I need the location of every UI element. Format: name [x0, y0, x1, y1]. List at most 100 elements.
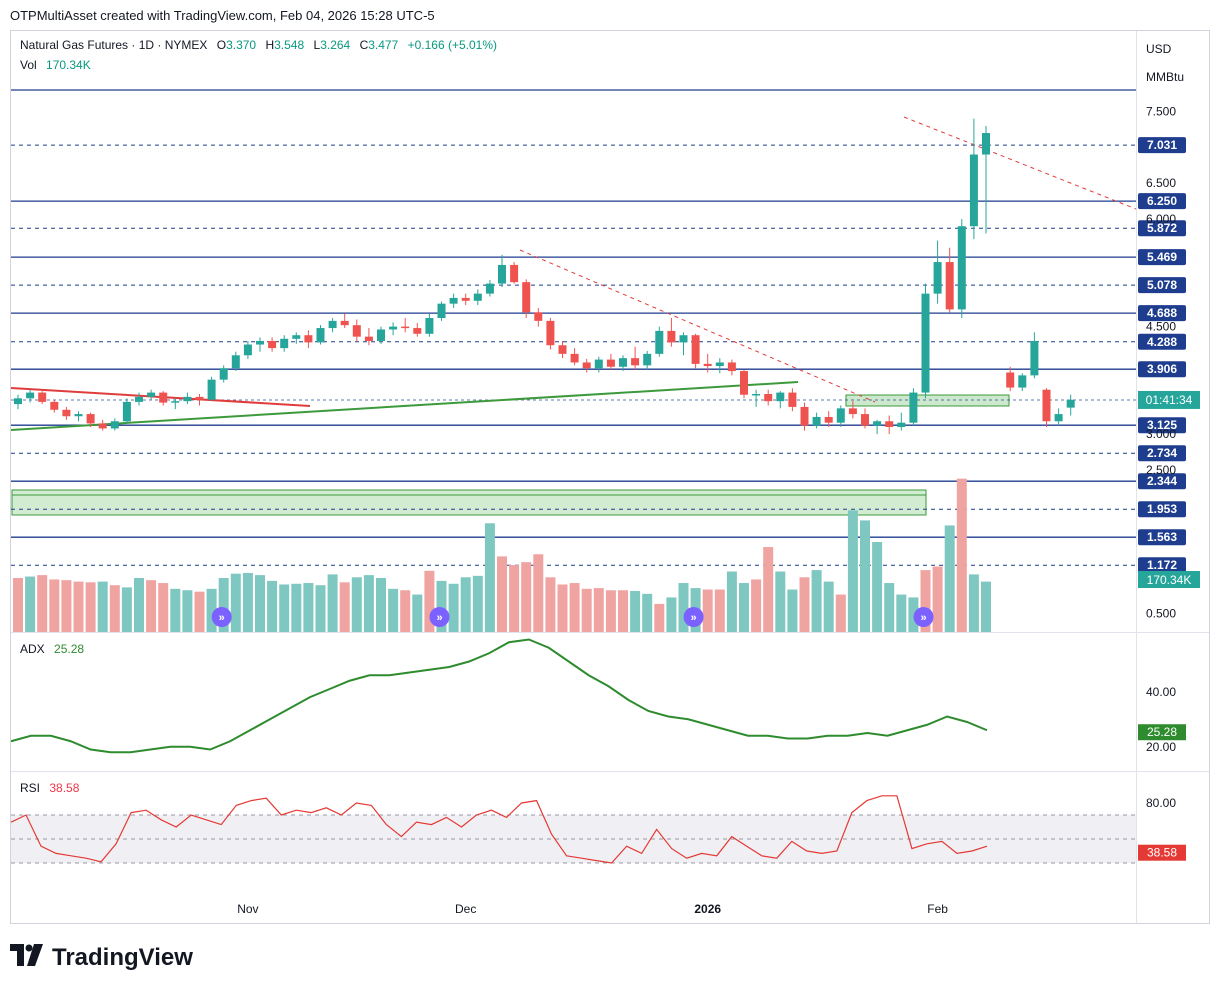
- price-tick: 4.500: [1146, 320, 1176, 334]
- volume-bar: [509, 565, 520, 632]
- candle-body: [256, 340, 264, 345]
- candle-body: [62, 409, 71, 417]
- volume-bar: [218, 578, 229, 632]
- volume-bar: [158, 583, 169, 632]
- volume-bar: [315, 585, 326, 632]
- candle-body: [982, 133, 990, 155]
- quantity-unit[interactable]: MMBtu: [1146, 70, 1185, 84]
- level-price-tag: [1138, 473, 1186, 490]
- volume-bar: [666, 597, 677, 632]
- volume-bar: [303, 583, 314, 632]
- volume-bar: [460, 577, 471, 632]
- candle-body: [727, 362, 736, 372]
- candle-body: [703, 363, 712, 367]
- candle-body: [812, 416, 821, 426]
- candle-body: [110, 421, 119, 429]
- volume-bar: [908, 597, 919, 632]
- chart-author-header: OTPMultiAsset created with TradingView.c…: [10, 8, 435, 23]
- candle-body: [413, 328, 422, 334]
- candle-body: [26, 392, 35, 399]
- symbol-legend[interactable]: Natural Gas Futures · 1D · NYMEX O3.370 …: [20, 38, 497, 52]
- volume-bar: [521, 562, 532, 632]
- price-tick: 2.500: [1146, 463, 1176, 477]
- candle-body: [340, 320, 349, 326]
- volume-bar: [25, 576, 36, 632]
- volume-bar: [85, 582, 96, 632]
- level-price-label: 1.953: [1147, 502, 1177, 516]
- adx-legend[interactable]: ADX 25.28: [20, 642, 84, 656]
- level-price-label: 3.906: [1147, 362, 1177, 376]
- event-marker-glyph: »: [691, 612, 697, 624]
- candle-body: [74, 414, 83, 417]
- chart-frame[interactable]: [10, 30, 1210, 924]
- ascending-trendline: [10, 381, 799, 431]
- candle-body: [752, 394, 761, 396]
- candle-body: [679, 335, 688, 343]
- candle-body: [764, 394, 773, 402]
- candle-body: [425, 318, 434, 334]
- candle-body: [135, 396, 143, 402]
- volume-bar: [702, 589, 713, 632]
- price-tick: 7.500: [1146, 105, 1176, 119]
- candle-body: [740, 371, 748, 395]
- candle-body: [207, 379, 216, 400]
- volume-tag-label: 170.34K: [1147, 573, 1192, 587]
- event-marker-icon: [913, 607, 934, 627]
- volume-bar: [581, 588, 592, 632]
- ohlc-open: O3.370: [216, 38, 257, 52]
- volume-bar: [146, 580, 157, 632]
- volume-bar: [424, 570, 435, 632]
- rsi-legend[interactable]: RSI 38.58: [20, 781, 79, 795]
- volume-bar: [605, 590, 616, 632]
- volume-bar: [400, 590, 411, 632]
- level-price-label: 7.031: [1147, 138, 1177, 152]
- candle-body: [219, 368, 228, 380]
- candle-body: [364, 336, 373, 341]
- level-price-label: 3.125: [1147, 418, 1177, 432]
- candle-body: [594, 359, 603, 369]
- candle-body: [1006, 372, 1015, 388]
- candle-body: [98, 423, 107, 429]
- price-tick: 3.000: [1146, 427, 1176, 441]
- countdown-tag: [1138, 390, 1200, 409]
- candle-body: [921, 293, 930, 393]
- rsi-tick: 80.00: [1146, 796, 1176, 810]
- volume-bar: [569, 583, 580, 632]
- time-axis-label: Nov: [237, 902, 258, 916]
- candle-body: [147, 392, 156, 397]
- candle-body: [231, 355, 240, 369]
- volume-bar: [327, 574, 338, 632]
- candle-body: [510, 264, 519, 283]
- volume-legend[interactable]: Vol 170.34K: [20, 58, 91, 72]
- tradingview-logo-icon: [10, 944, 46, 972]
- level-price-label: 5.872: [1147, 221, 1177, 235]
- candle-body: [933, 262, 942, 294]
- volume-bar: [739, 583, 749, 632]
- volume-bar: [13, 578, 23, 632]
- volume-bar: [182, 590, 193, 632]
- candle-body: [546, 320, 555, 346]
- volume-bar: [73, 581, 84, 632]
- currency-unit[interactable]: USD: [1146, 42, 1172, 56]
- candle-body: [1042, 389, 1051, 422]
- candle-body: [957, 226, 966, 310]
- candle-body: [328, 320, 337, 329]
- volume-bar: [872, 542, 883, 632]
- candle-body: [522, 282, 531, 313]
- candle-body: [885, 421, 894, 427]
- level-price-label: 5.078: [1147, 278, 1177, 292]
- adx-value-tag: [1138, 724, 1186, 741]
- candle-body: [606, 359, 615, 367]
- tradingview-brand[interactable]: TradingView: [10, 944, 193, 972]
- event-marker-glyph: »: [219, 612, 225, 624]
- candle-body: [292, 335, 301, 339]
- level-price-label: 5.469: [1147, 250, 1177, 264]
- candle-body: [691, 335, 700, 364]
- price-change: +0.166 (+5.01%): [407, 38, 498, 52]
- volume-tag: [1138, 571, 1200, 588]
- volume-bar: [388, 588, 399, 632]
- rsi-value-tag: [1138, 844, 1186, 861]
- level-price-tag: [1138, 137, 1186, 154]
- rsi-value-tag-label: 38.58: [1147, 846, 1177, 860]
